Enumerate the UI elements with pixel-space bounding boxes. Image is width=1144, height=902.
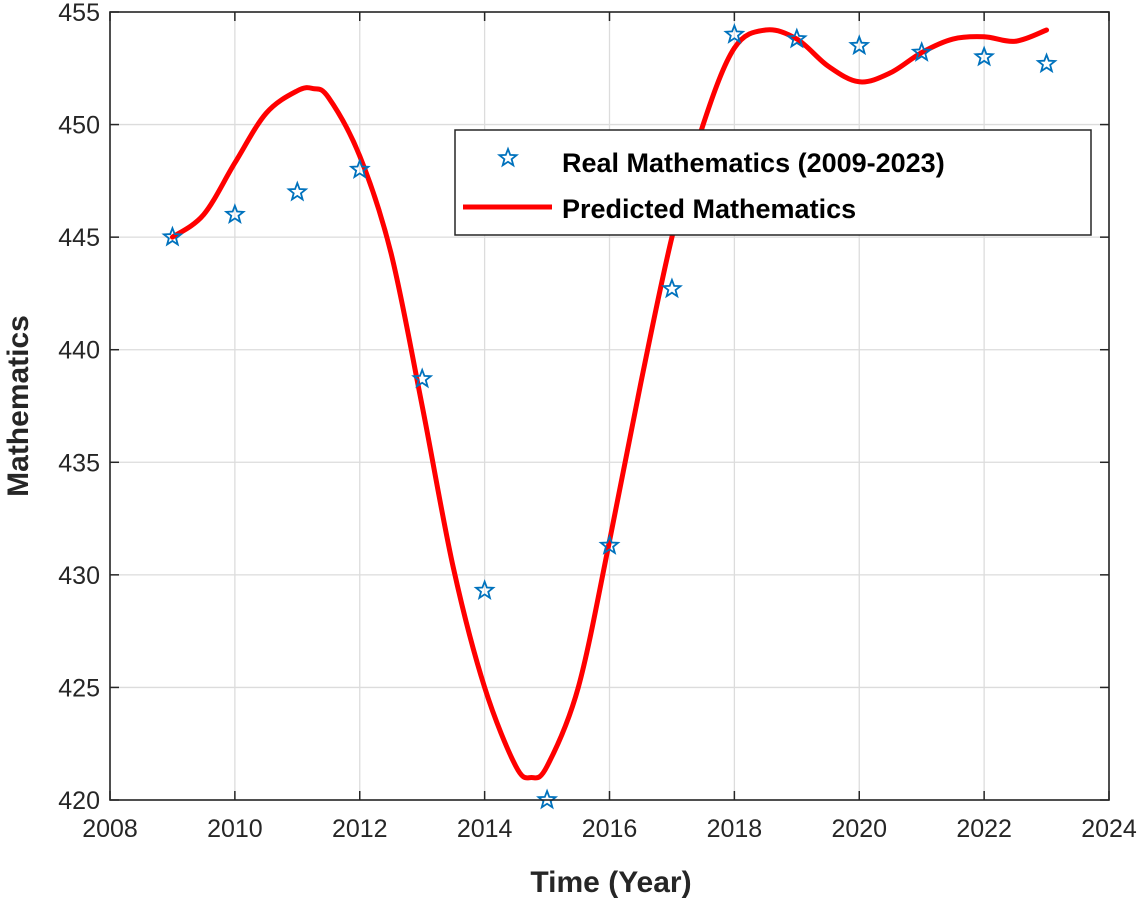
y-tick-label: 445 xyxy=(58,224,100,252)
data-point-star xyxy=(785,27,808,49)
y-tick-label: 440 xyxy=(58,337,100,365)
data-point-star xyxy=(723,22,746,44)
legend-star-icon xyxy=(497,146,519,168)
data-point-star xyxy=(536,788,559,810)
x-tick-label: 2024 xyxy=(1081,815,1137,843)
data-point-star xyxy=(1035,52,1058,74)
x-tick-label: 2016 xyxy=(582,815,638,843)
predicted-line xyxy=(169,27,1050,781)
data-point-star xyxy=(660,277,683,299)
predicted-series xyxy=(169,27,1050,781)
axis-ticks xyxy=(109,11,1110,801)
legend-label-predicted: Predicted Mathematics xyxy=(562,194,856,224)
legend-star-mark xyxy=(497,146,519,168)
y-tick-label: 455 xyxy=(58,0,100,27)
data-point-star xyxy=(848,34,871,56)
x-tick-label: 2018 xyxy=(707,815,763,843)
x-axis-title: Time (Year) xyxy=(530,866,691,899)
data-point-star xyxy=(223,203,246,224)
tick-labels: 2008 2010 2012 2014 2016 2018 2020 2022 2024 420 4… xyxy=(58,0,1137,843)
y-tick-label: 420 xyxy=(58,787,100,815)
data-point-star xyxy=(286,180,309,202)
legend-box xyxy=(454,129,1092,236)
x-tick-label: 2022 xyxy=(956,815,1012,843)
data-point-star xyxy=(973,45,996,67)
data-point-star xyxy=(161,225,184,247)
x-tick-label: 2008 xyxy=(82,815,138,843)
legend-label-real: Real Mathematics (2009-2023) xyxy=(562,148,945,178)
x-tick-label: 2010 xyxy=(207,815,263,843)
y-tick-label: 430 xyxy=(58,562,100,590)
legend: Real Mathematics (2009-2023) Predicted M… xyxy=(454,129,1092,236)
data-point-star xyxy=(598,534,621,555)
x-tick-label: 2012 xyxy=(332,815,388,843)
real-series xyxy=(161,22,1058,810)
data-point-star xyxy=(348,158,371,179)
y-tick-label: 435 xyxy=(58,449,100,477)
x-tick-label: 2020 xyxy=(831,815,887,843)
x-tick-label: 2014 xyxy=(457,815,513,843)
y-tick-label: 425 xyxy=(58,674,100,702)
data-point-star xyxy=(473,579,496,600)
data-point-star xyxy=(910,40,933,62)
y-axis-title: Mathematics xyxy=(2,315,35,497)
data-point-star xyxy=(411,367,434,389)
y-tick-label: 450 xyxy=(58,112,100,140)
